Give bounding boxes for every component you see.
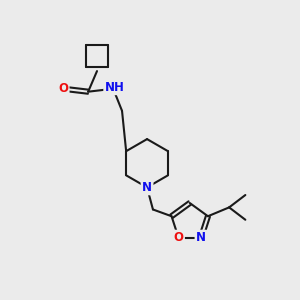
Text: N: N (142, 181, 152, 194)
Text: O: O (58, 82, 68, 95)
Text: N: N (196, 231, 206, 244)
Text: NH: NH (105, 81, 124, 94)
Text: O: O (173, 231, 184, 244)
